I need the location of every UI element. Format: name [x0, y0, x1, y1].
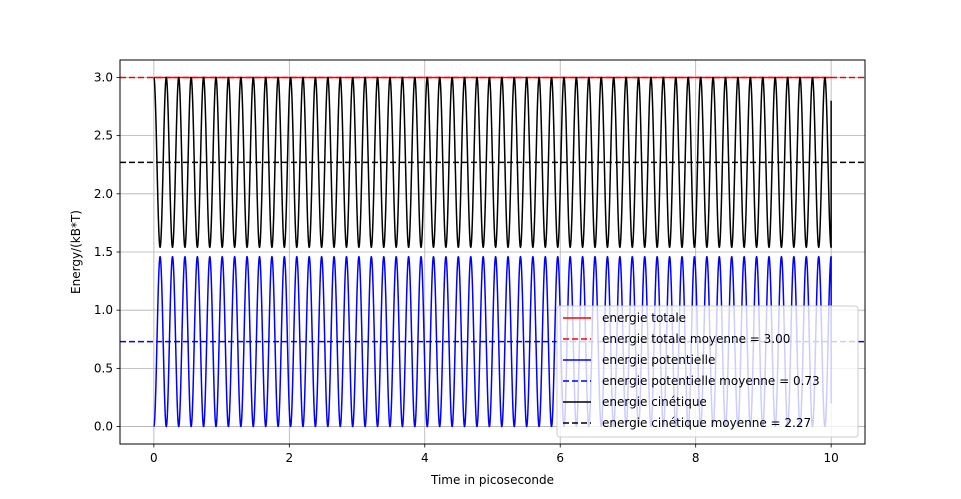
- legend-label: energie cinétique moyenne = 2.27: [602, 416, 811, 430]
- ticks: 0 2 4 6 8 10 0.0 0.5 1.0 1.5 2.0 2.5 3.0: [94, 70, 839, 465]
- legend-label: energie totale: [602, 311, 686, 325]
- y-tick-label: 0.0: [94, 420, 113, 434]
- legend-box: [556, 305, 859, 438]
- x-tick-label: 4: [421, 451, 429, 465]
- y-tick-label: 2.5: [94, 129, 113, 143]
- y-axis-label: Energy/(kB*T): [69, 210, 83, 294]
- legend-label: energie potentielle: [602, 353, 715, 367]
- y-tick-label: 0.5: [94, 361, 113, 375]
- y-tick-label: 1.5: [94, 245, 113, 259]
- legend-label: energie cinétique: [602, 395, 707, 409]
- series-energie-potentielle: [153, 255, 832, 428]
- series-energie-cinetique: [153, 76, 832, 249]
- legend: energie totale energie totale moyenne = 3…: [556, 305, 859, 438]
- x-tick-label: 10: [823, 451, 838, 465]
- series-group: [120, 76, 865, 428]
- y-tick-label: 3.0: [94, 70, 113, 84]
- y-tick-label: 1.0: [94, 303, 113, 317]
- x-tick-label: 2: [285, 451, 293, 465]
- x-tick-label: 6: [556, 451, 564, 465]
- legend-label: energie potentielle moyenne = 0.73: [602, 374, 820, 388]
- legend-label: energie totale moyenne = 3.00: [602, 332, 790, 346]
- x-tick-label: 0: [150, 451, 158, 465]
- x-axis-label: Time in picoseconde: [430, 473, 554, 487]
- y-tick-label: 2.0: [94, 187, 113, 201]
- x-tick-label: 8: [692, 451, 700, 465]
